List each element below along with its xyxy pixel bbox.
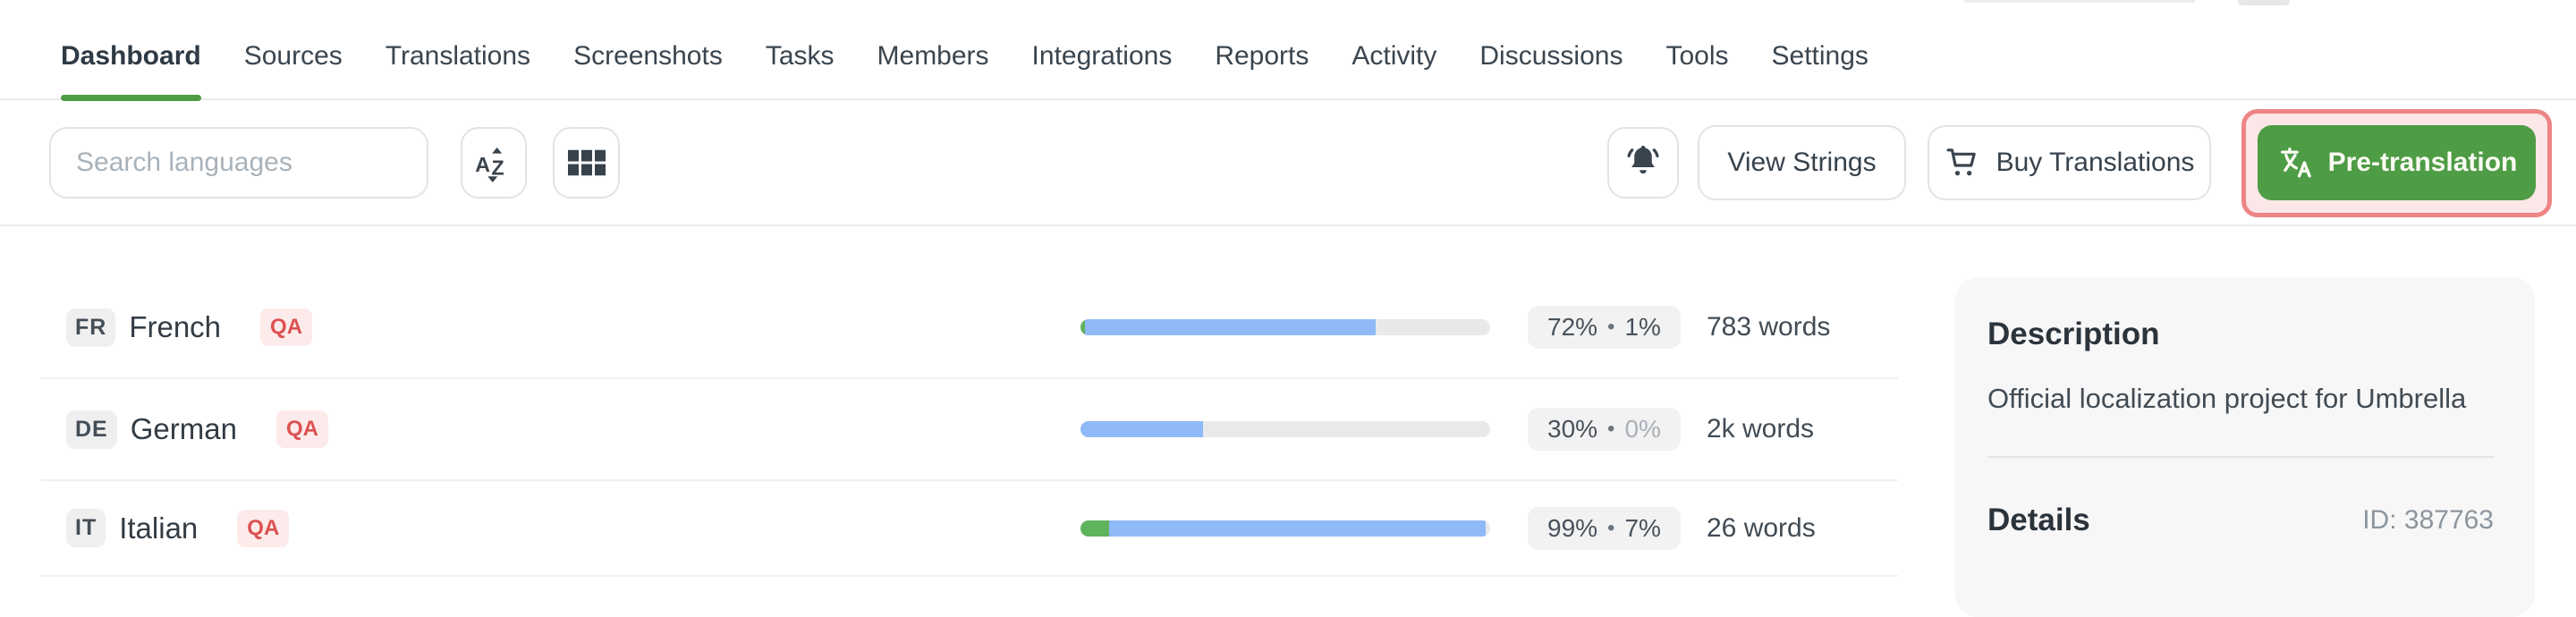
nav-tab-integrations[interactable]: Integrations — [1032, 13, 1173, 99]
buy-translations-button[interactable]: Buy Translations — [1928, 125, 2211, 200]
pre-translation-button[interactable]: Pre-translation — [2258, 125, 2536, 200]
nav-tab-label: Screenshots — [573, 41, 723, 71]
approved-percent: 7% — [1624, 513, 1661, 542]
nav-tab-label: Integrations — [1031, 41, 1173, 71]
word-count: 783 words — [1707, 312, 1831, 342]
sort-alphabetical-button[interactable]: A Z — [461, 127, 527, 199]
translation-progress-bar — [1080, 520, 1490, 537]
nav-tab-translations[interactable]: Translations — [386, 13, 530, 99]
sort-alphabetical-icon: A Z — [474, 143, 513, 182]
translated-progress-segment — [1109, 520, 1487, 537]
notification-bell-icon — [1623, 142, 1664, 183]
nav-tab-reports[interactable]: Reports — [1215, 13, 1309, 99]
language-code-badge: FR — [66, 308, 116, 347]
language-name: Italian — [119, 511, 199, 545]
translated-percent: 72% — [1547, 313, 1598, 341]
nav-tab-label: Tools — [1665, 41, 1729, 71]
translation-progress-bar — [1080, 421, 1490, 437]
notifications-button[interactable] — [1607, 127, 1679, 199]
progress-percent-badge: 99% • 7% — [1528, 506, 1681, 550]
qa-issues-badge[interactable]: QA — [237, 509, 290, 547]
svg-text:Z: Z — [492, 156, 504, 179]
grid-view-button[interactable] — [553, 127, 620, 199]
nav-tab-label: Sources — [243, 41, 343, 71]
nav-tab-label: Members — [877, 41, 989, 71]
nav-tab-tasks[interactable]: Tasks — [766, 13, 835, 99]
approved-progress-segment — [1080, 520, 1110, 537]
nav-tab-label: Translations — [385, 41, 531, 71]
nav-tab-screenshots[interactable]: Screenshots — [573, 13, 723, 99]
shopping-cart-icon — [1945, 145, 1980, 181]
language-row-italian[interactable]: IT Italian QA 99% • 7% 26 words — [41, 481, 1898, 577]
nav-tab-label: Discussions — [1479, 41, 1623, 71]
nav-tab-tools[interactable]: Tools — [1665, 13, 1728, 99]
search-languages-input[interactable] — [49, 127, 428, 199]
word-count: 2k words — [1707, 414, 1815, 444]
grid-view-icon — [567, 149, 606, 176]
svg-text:A: A — [475, 153, 490, 176]
language-name: German — [130, 412, 237, 445]
qa-issues-badge[interactable]: QA — [275, 410, 328, 448]
translated-percent: 99% — [1547, 513, 1598, 542]
language-row-german[interactable]: DE German QA 30% • 0% 2k words — [41, 379, 1898, 481]
approved-progress-segment — [1080, 319, 1085, 335]
project-nav: Dashboard Sources Translations Screensho… — [0, 0, 2576, 101]
progress-percent-badge: 72% • 1% — [1528, 306, 1681, 349]
word-count: 26 words — [1707, 512, 1816, 543]
language-code-badge: DE — [66, 410, 117, 449]
nav-tab-label: Reports — [1215, 41, 1309, 71]
toolbar-divider — [0, 224, 2576, 226]
nav-tab-settings[interactable]: Settings — [1772, 13, 1868, 99]
project-id: ID: 387763 — [2362, 505, 2494, 535]
language-list: FR French QA 72% • 1% 783 words DE Germa… — [41, 277, 1898, 577]
approved-percent: 1% — [1624, 313, 1661, 341]
translated-progress-segment — [1080, 421, 1204, 437]
nav-tab-members[interactable]: Members — [877, 13, 989, 99]
buy-translations-label: Buy Translations — [1996, 148, 2195, 177]
description-text: Official localization project for Umbrel… — [1987, 383, 2467, 414]
percent-separator-dot: • — [1607, 315, 1615, 339]
view-strings-label: View Strings — [1727, 148, 1877, 177]
active-tab-underline — [61, 95, 201, 101]
description-heading: Description — [1987, 317, 2160, 351]
progress-percent-badge: 30% • 0% — [1528, 408, 1681, 451]
percent-separator-dot: • — [1607, 515, 1615, 540]
translation-progress-bar — [1080, 319, 1490, 335]
language-name: French — [129, 310, 222, 343]
language-code-badge: IT — [66, 509, 106, 547]
project-details-panel: Description Official localization projec… — [1955, 277, 2535, 617]
translate-icon — [2276, 144, 2314, 182]
pre-translation-label: Pre-translation — [2327, 148, 2518, 177]
nav-tab-sources[interactable]: Sources — [244, 13, 343, 99]
language-row-french[interactable]: FR French QA 72% • 1% 783 words — [41, 277, 1898, 379]
percent-separator-dot: • — [1607, 417, 1615, 441]
panel-divider — [1987, 456, 2494, 458]
cutoff-element-top — [1964, 0, 2195, 3]
nav-tab-activity[interactable]: Activity — [1352, 13, 1436, 99]
nav-tab-label: Tasks — [765, 41, 835, 71]
nav-tab-label: Settings — [1771, 41, 1868, 71]
cutoff-element-top-2 — [2238, 0, 2290, 5]
qa-issues-badge[interactable]: QA — [260, 308, 313, 346]
nav-tab-dashboard[interactable]: Dashboard — [61, 13, 201, 101]
translated-progress-segment — [1084, 319, 1376, 335]
approved-percent: 0% — [1624, 415, 1661, 443]
nav-tab-discussions[interactable]: Discussions — [1479, 13, 1623, 99]
details-heading: Details — [1987, 503, 2090, 537]
nav-tab-label: Activity — [1352, 41, 1437, 71]
nav-tab-label: Dashboard — [61, 41, 201, 71]
translated-percent: 30% — [1547, 415, 1598, 443]
view-strings-button[interactable]: View Strings — [1698, 125, 1906, 200]
